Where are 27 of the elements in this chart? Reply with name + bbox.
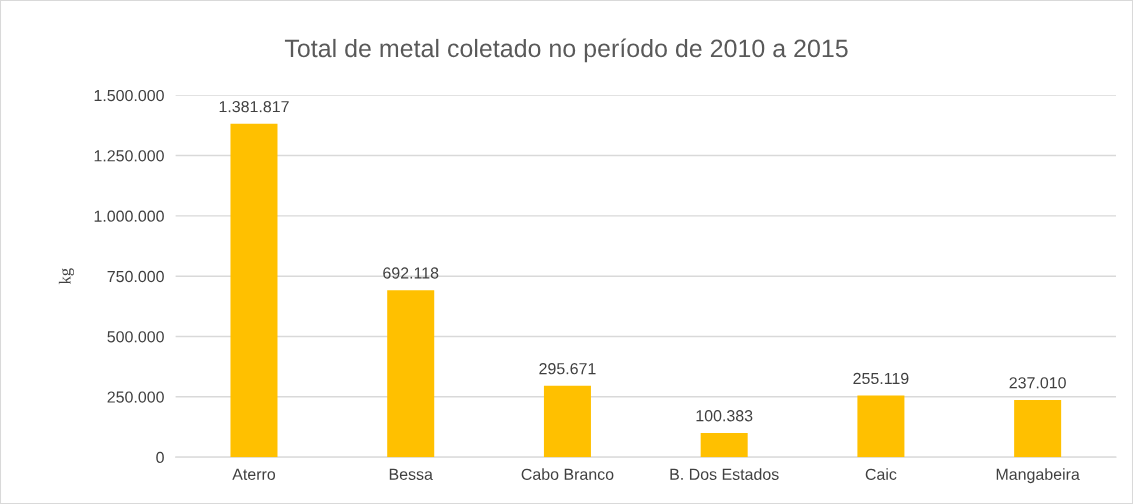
y-tick-label: 1.500.000 <box>94 89 164 102</box>
bar <box>700 432 748 458</box>
bar <box>543 385 591 458</box>
y-tick-label: 250.000 <box>107 391 164 403</box>
x-tick-label: B. Dos Estados <box>670 468 779 480</box>
y-tick-label: 1.000.000 <box>94 210 164 222</box>
bar <box>230 123 278 458</box>
x-tick-label: Cabo Branco <box>521 468 614 480</box>
data-label: 295.671 <box>539 363 596 375</box>
chart-title: Total de metal coletado no período de 2010 a 2015 <box>284 38 848 63</box>
x-tick-label: Caic <box>865 468 897 480</box>
bar <box>1014 399 1062 458</box>
bar <box>387 290 435 458</box>
x-tick-label: Aterro <box>232 468 276 480</box>
x-tick-label: Mangabeira <box>996 468 1080 484</box>
data-label: 1.381.817 <box>219 100 289 113</box>
y-tick-label: 500.000 <box>107 331 164 343</box>
data-label: 237.010 <box>1009 377 1066 389</box>
y-tick-label: 750.000 <box>107 270 164 283</box>
y-tick-label: 0 <box>156 451 164 464</box>
y-tick-label: 1.250.000 <box>94 150 164 162</box>
data-label: 255.119 <box>853 372 909 385</box>
y-axis-title: kg <box>58 268 75 285</box>
bar <box>857 395 905 458</box>
x-tick-label: Bessa <box>389 468 433 480</box>
data-label: 100.383 <box>696 410 753 422</box>
data-label: 692.118 <box>383 267 439 279</box>
